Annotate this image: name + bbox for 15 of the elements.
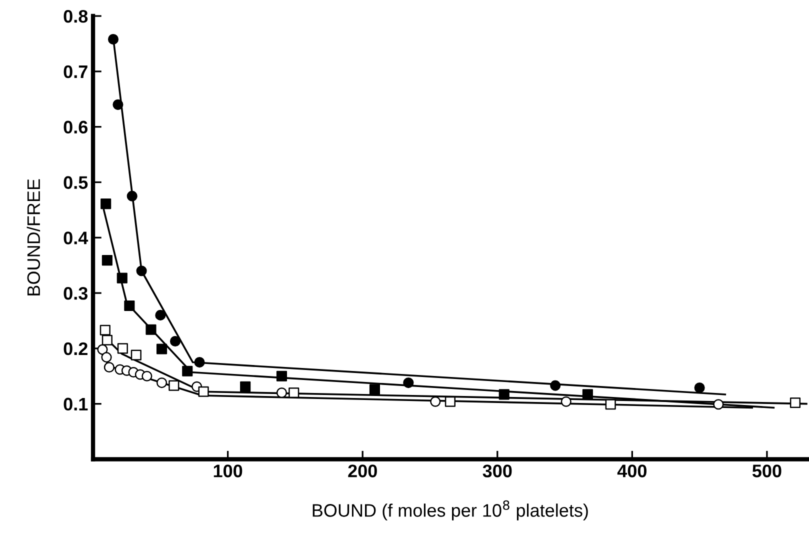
y-tick-label: 0.6 bbox=[64, 120, 88, 134]
y-axis-title: BOUND/FREE bbox=[26, 179, 40, 296]
y-tick-label: 0.8 bbox=[64, 10, 88, 23]
y-tick-label: 0.5 bbox=[64, 176, 88, 189]
y-tick-label: 0.2 bbox=[64, 342, 88, 356]
x-tick-label: 400 bbox=[617, 464, 646, 478]
x-tick-label: 100 bbox=[214, 464, 242, 478]
y-tick-label: 0.3 bbox=[64, 286, 88, 300]
x-tick-label: 500 bbox=[752, 464, 782, 478]
y-tick-label: 0.7 bbox=[64, 65, 88, 78]
x-axis-title: BOUND (f moles per 10$^{8}$ platelets) bbox=[312, 500, 588, 520]
x-tick-label: 300 bbox=[482, 464, 512, 478]
x-tick-label: 200 bbox=[348, 464, 377, 478]
y-tick-label: 0.4 bbox=[64, 232, 88, 244]
y-tick-label: 0.1 bbox=[64, 398, 88, 411]
